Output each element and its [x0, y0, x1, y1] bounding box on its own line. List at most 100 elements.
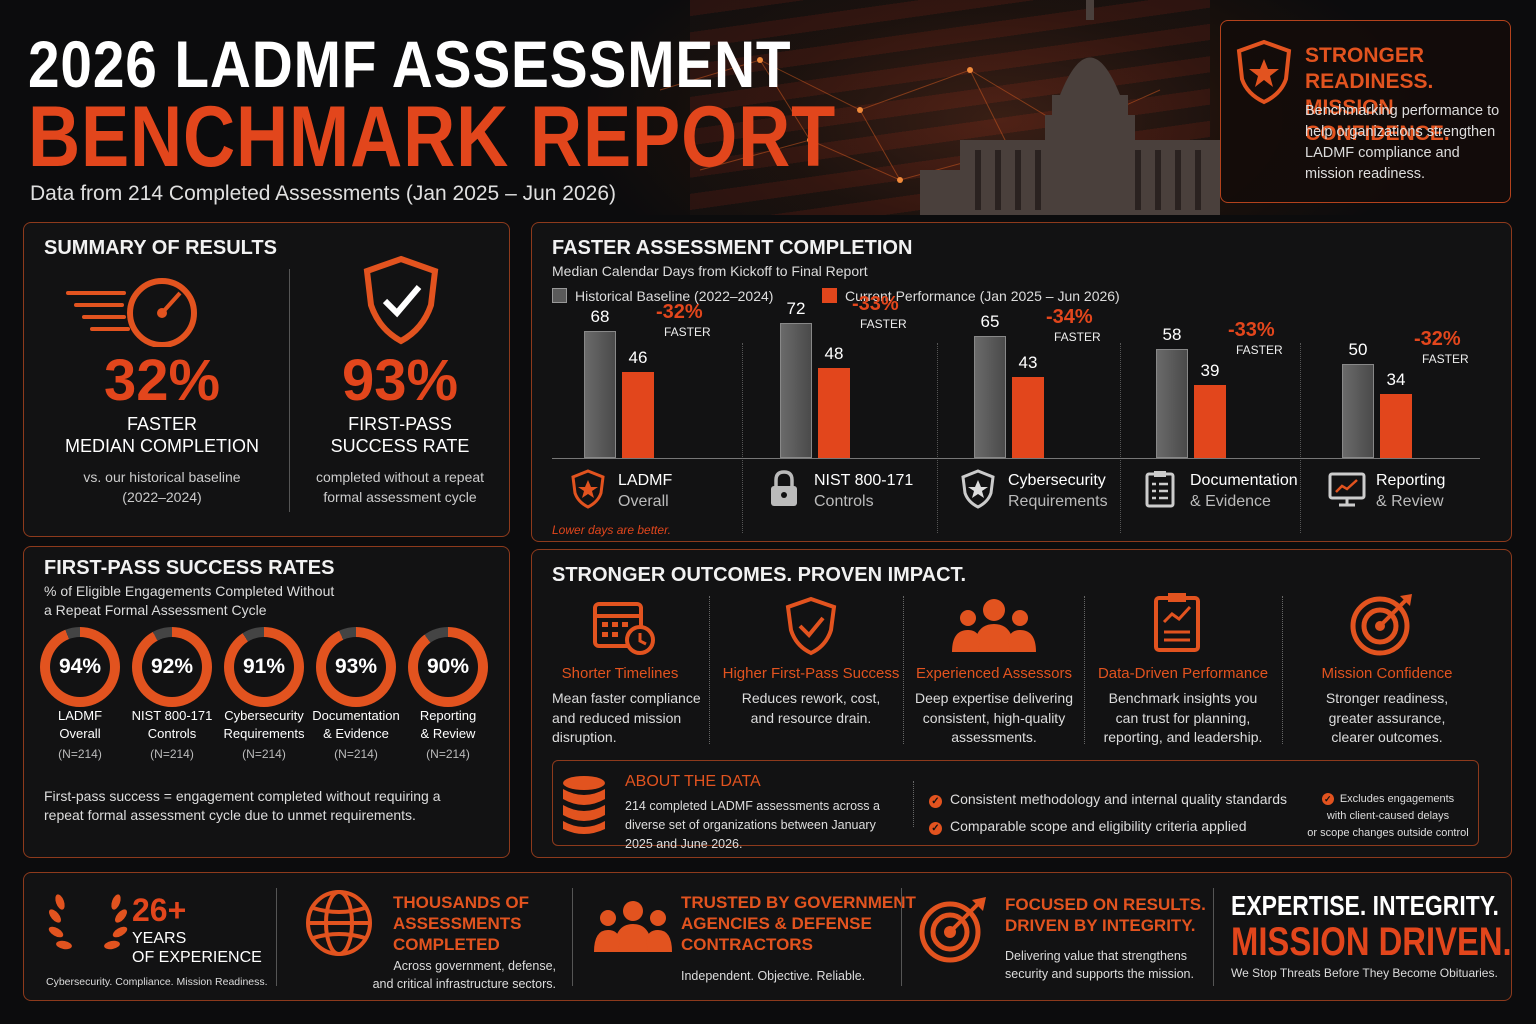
change-percent-label: -33% — [852, 293, 899, 315]
first-pass-stat-note: completed without a repeat formal assessm… — [315, 469, 485, 505]
focused-heading: FOCUSED ON RESULTS. DRIVEN BY INTEGRITY. — [1005, 895, 1206, 935]
ring-label: Documentation & Evidence — [312, 708, 400, 741]
baseline-bar — [1156, 349, 1188, 458]
footer-band — [23, 872, 1512, 1001]
outcome-divider — [709, 596, 710, 744]
completion-chart-panel: FASTER ASSESSMENT COMPLETION Median Cale… — [531, 222, 1512, 542]
ring-value: 90% — [418, 637, 478, 697]
bar-value-label: 34 — [1386, 370, 1406, 390]
chart-baseline-axis — [552, 458, 1480, 459]
change-suffix-label: FASTER — [860, 317, 907, 331]
change-percent-label: -32% — [656, 300, 703, 323]
ring-value: 93% — [326, 637, 386, 697]
bar-value-label: 50 — [1348, 340, 1368, 360]
report-title-line2: BENCHMARK REPORT — [28, 89, 837, 185]
target-icon — [1350, 594, 1412, 656]
thousands-text: Across government, defense, and critical … — [372, 959, 556, 991]
about-exclusion-note: ✓ Excludes engagements with client-caused… — [1307, 793, 1469, 839]
about-text: 214 completed LADMF assessments across a… — [625, 799, 880, 851]
current-bar — [1194, 384, 1226, 458]
current-bar — [622, 371, 654, 458]
trusted-text: Independent. Objective. Reliable. — [681, 969, 866, 983]
ring-value: 92% — [142, 637, 202, 697]
change-suffix-label: FASTER — [1236, 342, 1283, 357]
category-label: Documentation & Evidence — [1190, 472, 1298, 510]
success-ring: 94% — [40, 627, 120, 707]
outcome-divider — [1282, 596, 1283, 744]
shield-star-icon — [1236, 39, 1292, 105]
legend-current: Current Performance (Jan 2025 – Jun 2026… — [822, 288, 1120, 304]
success-ring: 93% — [316, 627, 396, 707]
slogan-line1: EXPERTISE. INTEGRITY. — [1231, 890, 1499, 921]
slogan-tagline: We Stop Threats Before They Become Obitu… — [1231, 966, 1498, 980]
success-ring: 90% — [408, 627, 488, 707]
baseline-bar — [780, 323, 812, 458]
report-subtitle: Data from 214 Completed Assessments (Jan… — [30, 182, 616, 205]
ring-sample-size: (N=214) — [150, 747, 194, 761]
team-icon — [952, 599, 1036, 652]
faster-stat-note: vs. our historical baseline (2022–2024) — [83, 469, 241, 505]
outcome-text: Stronger readiness, greater assurance, cle… — [1325, 690, 1449, 745]
bar-value-label: 58 — [1162, 325, 1182, 345]
years-label: YEARS OF EXPERIENCE — [132, 930, 262, 966]
summary-divider — [289, 269, 290, 512]
baseline-bar — [584, 330, 616, 458]
first-pass-panel: FIRST-PASS SUCCESS RATES % of Eligible E… — [23, 546, 510, 858]
footer-divider — [276, 888, 277, 986]
ring-sample-size: (N=214) — [58, 747, 102, 761]
outcome-divider — [1084, 596, 1085, 744]
shield-icon — [961, 469, 995, 509]
outcome-heading: Experienced Assessors — [916, 665, 1072, 682]
change-suffix-label: FASTER — [664, 324, 711, 339]
faster-stat-label: FASTER MEDIAN COMPLETION — [64, 414, 260, 456]
success-ring: 91% — [224, 627, 304, 707]
shield-check-icon — [785, 596, 837, 656]
about-divider — [913, 781, 914, 827]
bar-value-label: 39 — [1200, 360, 1220, 380]
group-divider — [742, 343, 743, 533]
faster-stat-value: 32% — [103, 348, 221, 413]
baseline-bar — [974, 336, 1006, 458]
group-divider — [1300, 343, 1301, 533]
legend-baseline: Historical Baseline (2022–2024) — [552, 288, 773, 304]
about-check-item: ✓ Comparable scope and eligibility criter… — [929, 818, 1247, 835]
group-divider — [937, 343, 938, 533]
first-pass-title: FIRST-PASS SUCCESS RATES — [44, 557, 335, 579]
ring-sample-size: (N=214) — [242, 747, 286, 761]
change-percent-label: -32% — [1414, 328, 1461, 351]
change-percent-label: -33% — [1228, 318, 1275, 341]
outcome-heading: Shorter Timelines — [561, 665, 679, 682]
change-percent-label: -34% — [1046, 306, 1093, 329]
summary-title: SUMMARY OF RESULTS — [44, 237, 277, 259]
calendar-clock-icon — [593, 602, 655, 655]
chart-subtitle: Median Calendar Days from Kickoff to Fin… — [552, 263, 868, 279]
footer-divider — [901, 888, 902, 986]
outcome-heading: Mission Confidence — [1321, 665, 1453, 682]
capitol-building-image — [920, 0, 1220, 215]
category-label: Reporting & Review — [1376, 472, 1446, 510]
footer-divider — [572, 888, 573, 986]
current-bar — [818, 368, 850, 458]
thousands-heading: THOUSANDS OF ASSESSMENTS COMPLETED — [393, 893, 529, 954]
legend-baseline-swatch — [552, 288, 567, 303]
ring-label: NIST 800-171 Controls — [131, 708, 213, 741]
ring-value: 91% — [234, 637, 294, 697]
readiness-callout: STRONGER READINESS. MISSION CONFIDENCE. B… — [1220, 20, 1511, 203]
outcome-text: Reduces rework, cost, and resource drain. — [741, 690, 881, 726]
ring-value: 94% — [50, 637, 110, 697]
category-label: NIST 800-171 Controls — [814, 472, 914, 510]
about-title: ABOUT THE DATA — [625, 773, 761, 790]
change-suffix-label: FASTER — [1422, 352, 1469, 367]
lock-icon — [771, 470, 797, 506]
about-check-item: ✓ Consistent methodology and internal qua… — [929, 791, 1287, 808]
outcomes-title: STRONGER OUTCOMES. PROVEN IMPACT. — [552, 564, 967, 586]
category-label: Cybersecurity Requirements — [1008, 472, 1108, 510]
legend-current-swatch — [822, 288, 837, 303]
success-ring: 92% — [132, 627, 212, 707]
check-icon: ✓ — [929, 795, 942, 808]
current-bar — [1012, 377, 1044, 458]
change-suffix-label: FASTER — [1054, 330, 1101, 345]
current-bar — [1380, 394, 1412, 458]
report-title-line1: 2026 LADMF ASSESSMENT — [28, 27, 792, 101]
outcome-divider — [903, 596, 904, 744]
